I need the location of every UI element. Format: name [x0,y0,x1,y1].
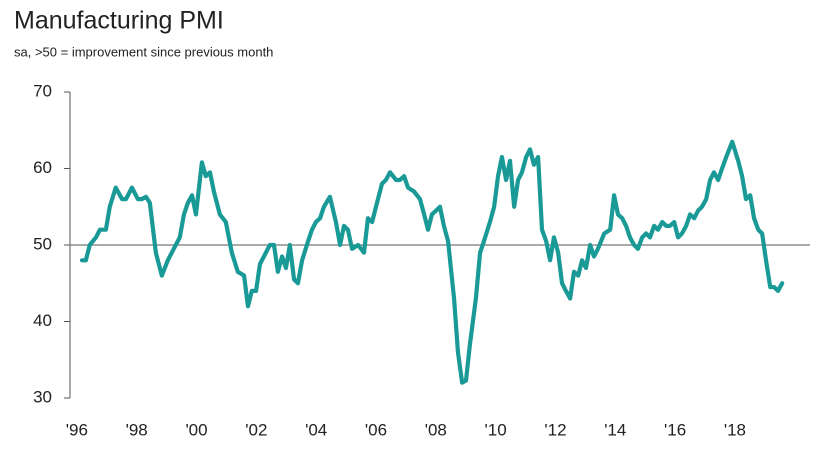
x-tick-label: '16 [664,420,686,439]
x-tick-label: '04 [305,420,327,439]
x-tick-label: '06 [365,420,387,439]
x-tick-label: '96 [66,420,88,439]
x-tick-label: '98 [126,420,148,439]
chart-title: Manufacturing PMI [14,7,224,35]
y-tick-label: 40 [33,311,52,330]
y-tick-label: 50 [33,234,52,253]
x-tick-label: '02 [245,420,267,439]
y-tick-label: 70 [33,81,52,100]
x-tick-label: '00 [185,420,207,439]
chart-subtitle: sa, >50 = improvement since previous mon… [14,44,273,59]
x-tick-label: '14 [604,420,626,439]
x-tick-label: '18 [724,420,746,439]
y-tick-label: 60 [33,158,52,177]
series-line [79,139,785,385]
x-tick-label: '10 [485,420,507,439]
y-tick-label: 30 [33,387,52,406]
x-tick-label: '12 [544,420,566,439]
x-tick-label: '08 [425,420,447,439]
